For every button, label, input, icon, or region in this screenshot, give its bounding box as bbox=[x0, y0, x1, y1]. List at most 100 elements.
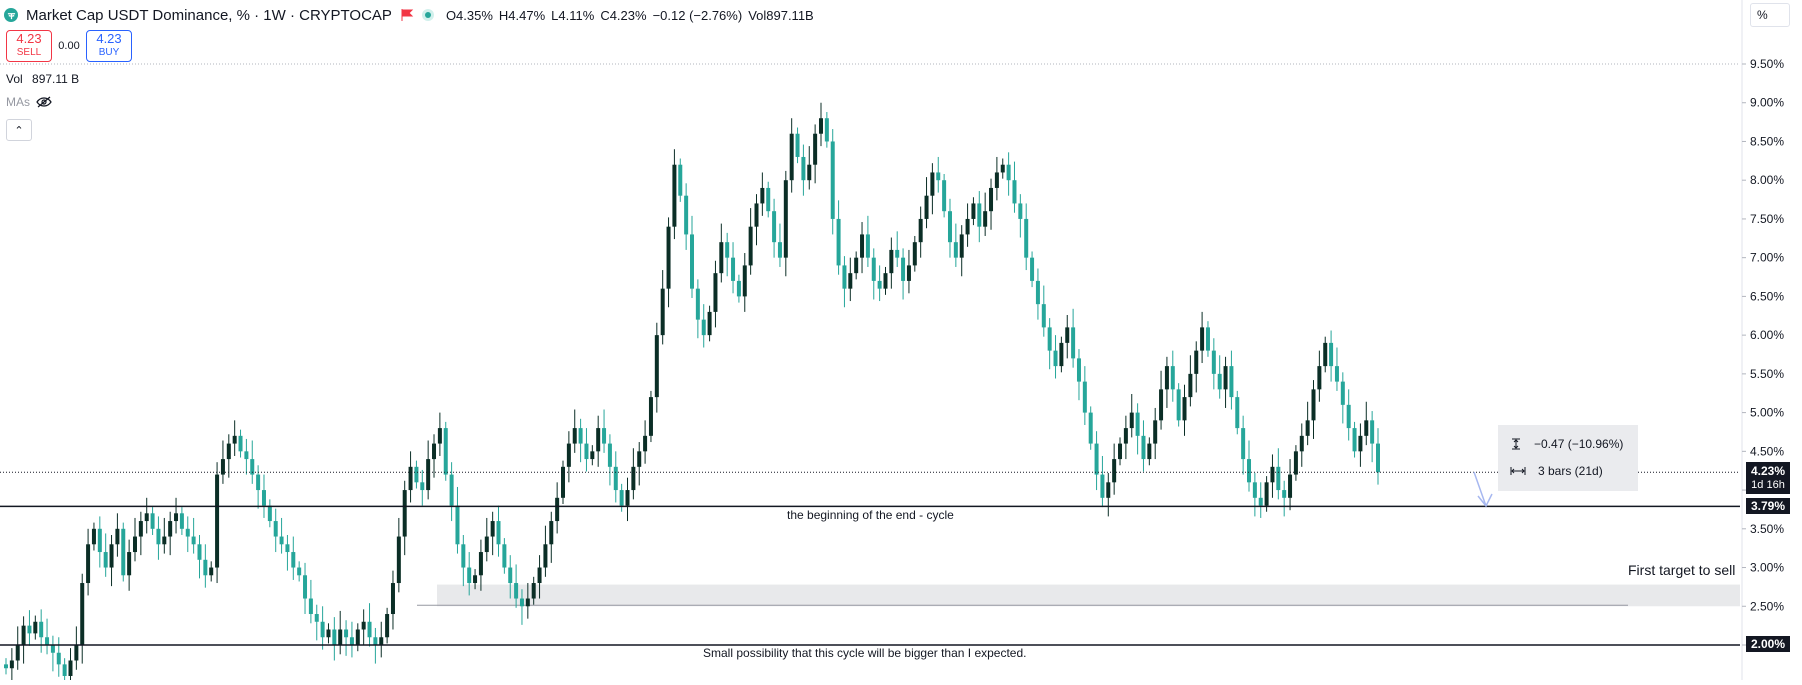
mas-legend[interactable]: MAs bbox=[6, 95, 52, 109]
candle bbox=[918, 206, 923, 258]
candle-body bbox=[1276, 466, 1281, 491]
ohlc-change: −0.12 (−2.76%) bbox=[652, 7, 743, 23]
candle-body bbox=[731, 257, 736, 281]
volume-legend[interactable]: Vol 897.11 B bbox=[6, 72, 79, 86]
measure-bars-row: 3 bars (21d) bbox=[1510, 464, 1603, 478]
candle-body bbox=[185, 528, 190, 537]
candle bbox=[748, 208, 753, 275]
buy-label: BUY bbox=[98, 47, 120, 58]
candle bbox=[502, 538, 507, 574]
eye-hidden-icon[interactable] bbox=[36, 96, 52, 108]
candle bbox=[1247, 440, 1252, 492]
level-low-note[interactable]: Small possibility that this cycle will b… bbox=[703, 646, 1027, 660]
candle-body bbox=[760, 187, 765, 204]
trade-buttons: 4.23 SELL 0.00 4.23 BUY bbox=[6, 30, 132, 62]
measure-price-change: −0.47 (−10.96%) bbox=[1534, 437, 1624, 451]
candle bbox=[1241, 415, 1246, 475]
candle-body bbox=[220, 459, 225, 475]
candle-body bbox=[1223, 366, 1228, 390]
level-high-note[interactable]: the beginning of the end - cycle bbox=[787, 508, 954, 522]
candle-body bbox=[848, 273, 853, 289]
candle bbox=[1311, 380, 1316, 439]
symbol-title[interactable]: Market Cap USDT Dominance, % · 1W · CRYP… bbox=[26, 6, 392, 24]
scale-mode-button[interactable]: % bbox=[1750, 3, 1790, 27]
candle-body bbox=[1252, 482, 1257, 498]
candle-body bbox=[203, 559, 208, 576]
candle-body bbox=[1153, 420, 1158, 444]
candle-body bbox=[138, 521, 143, 537]
candle-body bbox=[643, 435, 648, 452]
candle bbox=[1088, 406, 1093, 450]
candle-body bbox=[942, 180, 947, 212]
candle-body bbox=[320, 621, 325, 638]
candle-body bbox=[279, 536, 284, 545]
candle-body bbox=[1264, 482, 1269, 506]
current-price: 4.23% bbox=[1750, 464, 1786, 478]
candle bbox=[209, 561, 214, 582]
candle-body bbox=[174, 513, 179, 522]
candle-body bbox=[1235, 397, 1240, 429]
candle bbox=[80, 573, 85, 664]
candle-body bbox=[1205, 327, 1210, 351]
candle-body bbox=[168, 521, 173, 537]
candle bbox=[168, 511, 173, 556]
candle bbox=[50, 635, 55, 672]
sell-button[interactable]: 4.23 SELL bbox=[6, 30, 52, 62]
candle bbox=[297, 561, 302, 582]
flag-icon[interactable] bbox=[400, 8, 414, 22]
candle-body bbox=[414, 466, 419, 483]
candle-body bbox=[789, 133, 794, 181]
candle-body bbox=[1164, 366, 1169, 390]
candle-body bbox=[1364, 420, 1369, 436]
candle bbox=[267, 499, 272, 528]
candle-body bbox=[1270, 466, 1275, 483]
candle bbox=[1229, 350, 1234, 410]
candle bbox=[1006, 152, 1011, 196]
target-note[interactable]: First target to sell bbox=[1628, 562, 1736, 578]
candle bbox=[385, 607, 390, 644]
candle-body bbox=[889, 249, 894, 274]
candle-body bbox=[385, 614, 390, 638]
target-zone-layer bbox=[417, 584, 1740, 607]
candle bbox=[637, 442, 642, 486]
candle bbox=[602, 409, 607, 453]
candle-body bbox=[736, 280, 741, 297]
candle-body bbox=[455, 505, 460, 545]
candle bbox=[1041, 285, 1046, 337]
candle-body bbox=[162, 536, 167, 545]
candle-body bbox=[596, 428, 601, 452]
collapse-legend-button[interactable]: ⌃ bbox=[6, 119, 32, 141]
candle bbox=[408, 451, 413, 503]
candle-body bbox=[1188, 373, 1193, 398]
candle bbox=[1258, 482, 1263, 518]
candle-body bbox=[625, 490, 630, 506]
candle bbox=[9, 648, 14, 684]
buy-button[interactable]: 4.23 BUY bbox=[86, 30, 132, 62]
candle-body bbox=[267, 505, 272, 522]
candle-body bbox=[367, 621, 372, 638]
candle-body bbox=[314, 614, 319, 622]
candle-body bbox=[989, 187, 994, 212]
candle-body bbox=[613, 466, 618, 491]
candle bbox=[766, 181, 771, 218]
candle-body bbox=[1170, 366, 1175, 390]
price-tick-label: 9.50% bbox=[1750, 57, 1784, 71]
candle bbox=[537, 555, 542, 599]
candle bbox=[1035, 268, 1040, 320]
candle bbox=[1211, 338, 1216, 390]
candle-body bbox=[836, 218, 841, 266]
price-tick-label: 8.00% bbox=[1750, 173, 1784, 187]
candle bbox=[514, 564, 519, 608]
candle-body bbox=[725, 242, 730, 258]
candle-body bbox=[637, 451, 642, 467]
candle bbox=[619, 483, 624, 512]
candle bbox=[1071, 308, 1076, 368]
candle bbox=[1065, 314, 1070, 359]
candle-body bbox=[56, 652, 61, 665]
candle-body bbox=[361, 621, 366, 630]
candle-body bbox=[50, 645, 55, 653]
market-status-icon[interactable] bbox=[421, 9, 434, 21]
candle bbox=[1346, 389, 1351, 441]
